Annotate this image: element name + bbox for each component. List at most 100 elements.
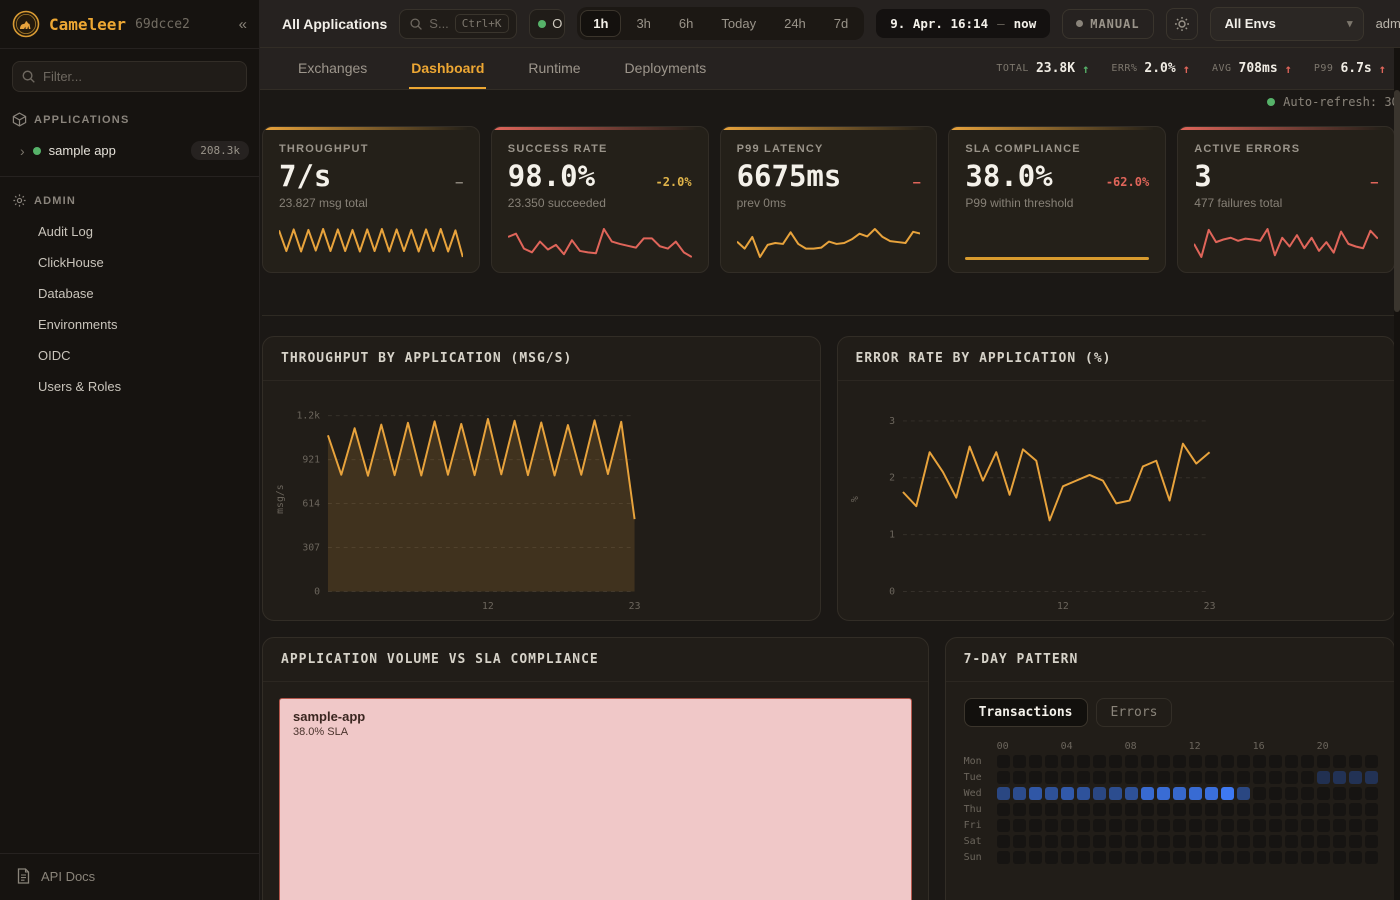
heatmap-cell[interactable]	[1140, 835, 1154, 848]
heatmap-cell[interactable]	[996, 787, 1010, 800]
chevron-right-icon[interactable]: ›	[20, 142, 25, 159]
heatmap-cell[interactable]	[1044, 755, 1058, 768]
heatmap-cell[interactable]	[1300, 835, 1314, 848]
heatmap-cell[interactable]	[1204, 819, 1218, 832]
heatmap-cell[interactable]	[1076, 819, 1090, 832]
heatmap-cell[interactable]	[1348, 803, 1362, 816]
heatmap-cell[interactable]	[1220, 851, 1234, 864]
heatmap-cell[interactable]	[1156, 787, 1170, 800]
heatmap-cell[interactable]	[1156, 819, 1170, 832]
sidebar-item-oidc[interactable]: OIDC	[38, 348, 71, 363]
heatmap-cell[interactable]	[996, 803, 1010, 816]
heatmap-cell[interactable]	[1364, 771, 1378, 784]
heatmap-cell[interactable]	[1284, 787, 1298, 800]
heatmap-cell[interactable]	[1012, 771, 1026, 784]
heatmap-cell[interactable]	[1332, 771, 1346, 784]
heatmap-cell[interactable]	[1236, 819, 1250, 832]
heatmap-cell[interactable]	[1108, 755, 1122, 768]
heatmap-cell[interactable]	[1220, 803, 1234, 816]
heatmap-cell[interactable]	[1300, 851, 1314, 864]
heatmap-cell[interactable]	[1348, 771, 1362, 784]
heatmap-cell[interactable]	[1220, 755, 1234, 768]
heatmap-cell[interactable]	[1268, 819, 1282, 832]
heatmap-cell[interactable]	[1108, 787, 1122, 800]
heatmap-cell[interactable]	[1028, 851, 1042, 864]
heatmap-cell[interactable]	[1348, 755, 1362, 768]
heatmap-cell[interactable]	[1092, 771, 1106, 784]
heatmap-cell[interactable]	[1028, 835, 1042, 848]
heatmap-cell[interactable]	[1188, 787, 1202, 800]
heatmap-cell[interactable]	[1220, 771, 1234, 784]
heatmap-cell[interactable]	[1044, 835, 1058, 848]
heatmap-cell[interactable]	[1156, 851, 1170, 864]
heatmap-cell[interactable]	[1316, 755, 1330, 768]
heatmap-cell[interactable]	[1332, 819, 1346, 832]
heatmap-cell[interactable]	[1076, 755, 1090, 768]
heatmap-cell[interactable]	[1252, 787, 1266, 800]
heatmap-cell[interactable]	[1124, 819, 1138, 832]
heatmap-cell[interactable]	[1316, 851, 1330, 864]
heatmap-cell[interactable]	[1252, 771, 1266, 784]
treemap-tile-sample-app[interactable]: sample-app 38.0% SLA	[279, 698, 912, 900]
range-button-3h[interactable]: 3h	[623, 10, 663, 37]
heatmap-cell[interactable]	[1060, 835, 1074, 848]
heatmap-cell[interactable]	[1316, 819, 1330, 832]
heatmap-cell[interactable]	[1124, 755, 1138, 768]
heatmap-cell[interactable]	[1108, 835, 1122, 848]
heatmap-cell[interactable]	[1332, 835, 1346, 848]
user-menu[interactable]: admin AD	[1376, 6, 1400, 42]
heatmap-cell[interactable]	[1188, 803, 1202, 816]
heatmap-cell[interactable]	[1156, 835, 1170, 848]
heatmap-cell[interactable]	[1364, 787, 1378, 800]
heatmap-cell[interactable]	[1332, 787, 1346, 800]
sidebar-item-environments[interactable]: Environments	[38, 317, 118, 332]
heatmap-cell[interactable]	[1060, 755, 1074, 768]
heatmap-cell[interactable]	[1092, 819, 1106, 832]
heatmap-cell[interactable]	[1364, 851, 1378, 864]
heatmap-cell[interactable]	[1076, 835, 1090, 848]
heatmap-cell[interactable]	[996, 771, 1010, 784]
heatmap-cell[interactable]	[996, 819, 1010, 832]
heatmap-cell[interactable]	[1124, 803, 1138, 816]
tab-runtime[interactable]: Runtime	[528, 59, 581, 76]
range-button-6h[interactable]: 6h	[666, 10, 706, 37]
heatmap-cell[interactable]	[1156, 771, 1170, 784]
heatmap-cell[interactable]	[996, 755, 1010, 768]
heatmap-cell[interactable]	[996, 835, 1010, 848]
heatmap-cell[interactable]	[1316, 787, 1330, 800]
heatmap-cell[interactable]	[1284, 851, 1298, 864]
heatmap-cell[interactable]	[1060, 819, 1074, 832]
heatmap-cell[interactable]	[1028, 803, 1042, 816]
heatmap-cell[interactable]	[1204, 787, 1218, 800]
heatmap-cell[interactable]	[1332, 851, 1346, 864]
heatmap-cell[interactable]	[1044, 787, 1058, 800]
heatmap-cell[interactable]	[1028, 819, 1042, 832]
heatmap-cell[interactable]	[1252, 851, 1266, 864]
heatmap-cell[interactable]	[1364, 819, 1378, 832]
heatmap-cell[interactable]	[1108, 803, 1122, 816]
heatmap-cell[interactable]	[1300, 755, 1314, 768]
heatmap-cell[interactable]	[1156, 803, 1170, 816]
heatmap-cell[interactable]	[1156, 755, 1170, 768]
heatmap-cell[interactable]	[1140, 787, 1154, 800]
sidebar-item-database[interactable]: Database	[38, 286, 94, 301]
heatmap-cell[interactable]	[1124, 787, 1138, 800]
heatmap-cell[interactable]	[1140, 851, 1154, 864]
heatmap-cell[interactable]	[1060, 803, 1074, 816]
heatmap-cell[interactable]	[1348, 819, 1362, 832]
heatmap-cell[interactable]	[1284, 835, 1298, 848]
sidebar-item-clickhouse[interactable]: ClickHouse	[38, 255, 104, 270]
sidebar-item-audit-log[interactable]: Audit Log	[38, 224, 93, 239]
heatmap-cell[interactable]	[1044, 851, 1058, 864]
heatmap-cell[interactable]	[1172, 787, 1186, 800]
heatmap-cell[interactable]	[1188, 851, 1202, 864]
heatmap-cell[interactable]	[1252, 819, 1266, 832]
tab-exchanges[interactable]: Exchanges	[298, 59, 368, 76]
heatmap-cell[interactable]	[1140, 819, 1154, 832]
heatmap-cell[interactable]	[1044, 819, 1058, 832]
heatmap-cell[interactable]	[1236, 755, 1250, 768]
heatmap-cell[interactable]	[1012, 851, 1026, 864]
theme-toggle-button[interactable]	[1165, 7, 1198, 40]
sidebar-item-sample-app[interactable]: › sample app 208.3k	[0, 135, 259, 166]
heatmap-cell[interactable]	[1012, 803, 1026, 816]
